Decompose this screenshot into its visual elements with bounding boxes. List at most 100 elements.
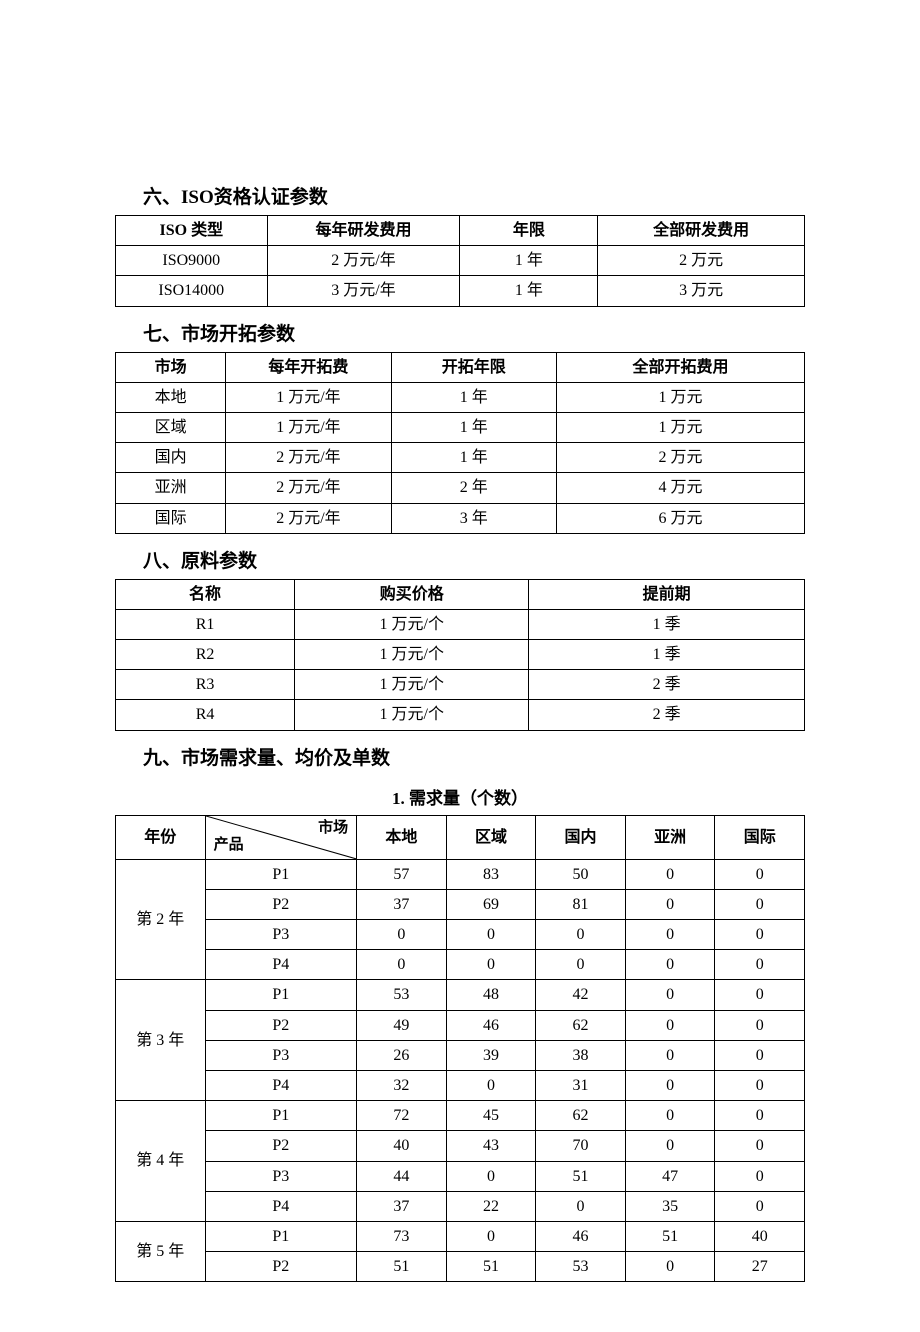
table-cell: 2 万元 [556, 443, 804, 473]
table-cell: P2 [205, 1252, 357, 1282]
table-cell: 44 [357, 1161, 447, 1191]
table-cell: 39 [446, 1040, 536, 1070]
table-row: R11 万元/个1 季 [116, 609, 805, 639]
table-header: 每年开拓费 [226, 352, 391, 382]
table-row: 亚洲2 万元/年2 年4 万元 [116, 473, 805, 503]
table-cell: 4 万元 [556, 473, 804, 503]
table-row: P237698100 [116, 889, 805, 919]
table-row: R21 万元/个1 季 [116, 640, 805, 670]
table-cell: 本地 [116, 382, 226, 412]
table-cell: 1 万元/个 [295, 700, 529, 730]
section-9-title: 九、市场需求量、均价及单数 [115, 743, 805, 770]
table-cell: P1 [205, 859, 357, 889]
table-cell: 国内 [116, 443, 226, 473]
table-cell: 47 [625, 1161, 715, 1191]
table-cell: 2 年 [391, 473, 556, 503]
table-cell: 38 [536, 1040, 626, 1070]
table-cell: 73 [357, 1221, 447, 1251]
table-cell: 0 [446, 1070, 536, 1100]
table-row: 国内2 万元/年1 年2 万元 [116, 443, 805, 473]
table-cell: 2 万元/年 [267, 246, 460, 276]
table-cell: 0 [625, 950, 715, 980]
table-row: P437220350 [116, 1191, 805, 1221]
table-cell: 53 [536, 1252, 626, 1282]
table-cell: 1 年 [391, 443, 556, 473]
table-cell: 51 [536, 1161, 626, 1191]
table-cell: 31 [536, 1070, 626, 1100]
table-row: 本地1 万元/年1 年1 万元 [116, 382, 805, 412]
table-cell: 0 [715, 980, 805, 1010]
table-cell: 0 [715, 920, 805, 950]
table-row: P300000 [116, 920, 805, 950]
year-cell: 第 3 年 [116, 980, 206, 1101]
table-cell: 62 [536, 1101, 626, 1131]
section-6-title: 六、ISO资格认证参数 [115, 182, 805, 209]
table-cell: 51 [625, 1221, 715, 1251]
table-cell: 0 [715, 1040, 805, 1070]
table-cell: 81 [536, 889, 626, 919]
table-cell: 0 [536, 950, 626, 980]
table-row: P344051470 [116, 1161, 805, 1191]
table-row: P249466200 [116, 1010, 805, 1040]
table-cell: 72 [357, 1101, 447, 1131]
table-row: ISO90002 万元/年1 年2 万元 [116, 246, 805, 276]
table-cell: 0 [625, 1070, 715, 1100]
table-cell: 0 [446, 1221, 536, 1251]
year-cell: 第 4 年 [116, 1101, 206, 1222]
table-cell: 1 万元/年 [226, 412, 391, 442]
iso-table: ISO 类型每年研发费用年限全部研发费用 ISO90002 万元/年1 年2 万… [115, 215, 805, 307]
table-row: 第 2 年P157835000 [116, 859, 805, 889]
table-cell: 1 年 [391, 412, 556, 442]
table-cell: P2 [205, 889, 357, 919]
table-cell: P4 [205, 1070, 357, 1100]
table-row: P2515153027 [116, 1252, 805, 1282]
table-cell: 1 年 [460, 276, 598, 306]
table-cell: 40 [357, 1131, 447, 1161]
table-cell: 区域 [116, 412, 226, 442]
table-cell: 2 万元/年 [226, 473, 391, 503]
table-row: ISO140003 万元/年1 年3 万元 [116, 276, 805, 306]
table-cell: 26 [357, 1040, 447, 1070]
table-cell: 国际 [116, 503, 226, 533]
table-cell: 0 [625, 1131, 715, 1161]
table-row: R31 万元/个2 季 [116, 670, 805, 700]
table-cell: 0 [715, 1131, 805, 1161]
table-row: 国际2 万元/年3 年6 万元 [116, 503, 805, 533]
table-cell: 0 [625, 1040, 715, 1070]
table-cell: ISO14000 [116, 276, 268, 306]
table-cell: 2 季 [529, 670, 805, 700]
table-cell: 0 [625, 1101, 715, 1131]
diag-bottom-label: 产品 [214, 835, 244, 857]
table-cell: 3 年 [391, 503, 556, 533]
table-row: 第 3 年P153484200 [116, 980, 805, 1010]
table-cell: 亚洲 [116, 473, 226, 503]
table-cell: 1 季 [529, 640, 805, 670]
table-cell: 53 [357, 980, 447, 1010]
table-cell: 0 [357, 920, 447, 950]
table-cell: ISO9000 [116, 246, 268, 276]
table-cell: 0 [625, 920, 715, 950]
table-cell: 0 [446, 920, 536, 950]
table-cell: 70 [536, 1131, 626, 1161]
table-header: ISO 类型 [116, 216, 268, 246]
table-cell: 0 [536, 1191, 626, 1221]
table-cell: 50 [536, 859, 626, 889]
demand-table: 年份市场产品本地区域国内亚洲国际 第 2 年P157835000P2376981… [115, 815, 805, 1283]
table-cell: 3 万元 [598, 276, 805, 306]
table-cell: P3 [205, 920, 357, 950]
table-cell: 1 季 [529, 609, 805, 639]
table-cell: 1 万元/年 [226, 382, 391, 412]
table-cell: 2 万元/年 [226, 443, 391, 473]
year-header: 年份 [116, 815, 206, 859]
table-cell: 2 万元/年 [226, 503, 391, 533]
table-cell: 46 [536, 1221, 626, 1251]
market-dev-table: 市场每年开拓费开拓年限全部开拓费用 本地1 万元/年1 年1 万元区域1 万元/… [115, 352, 805, 534]
table-row: 区域1 万元/年1 年1 万元 [116, 412, 805, 442]
table-cell: 1 万元 [556, 412, 804, 442]
table-header: 每年研发费用 [267, 216, 460, 246]
table-cell: 0 [715, 859, 805, 889]
table-cell: 0 [715, 889, 805, 919]
table-cell: 22 [446, 1191, 536, 1221]
market-header: 国际 [715, 815, 805, 859]
table-cell: P1 [205, 1101, 357, 1131]
